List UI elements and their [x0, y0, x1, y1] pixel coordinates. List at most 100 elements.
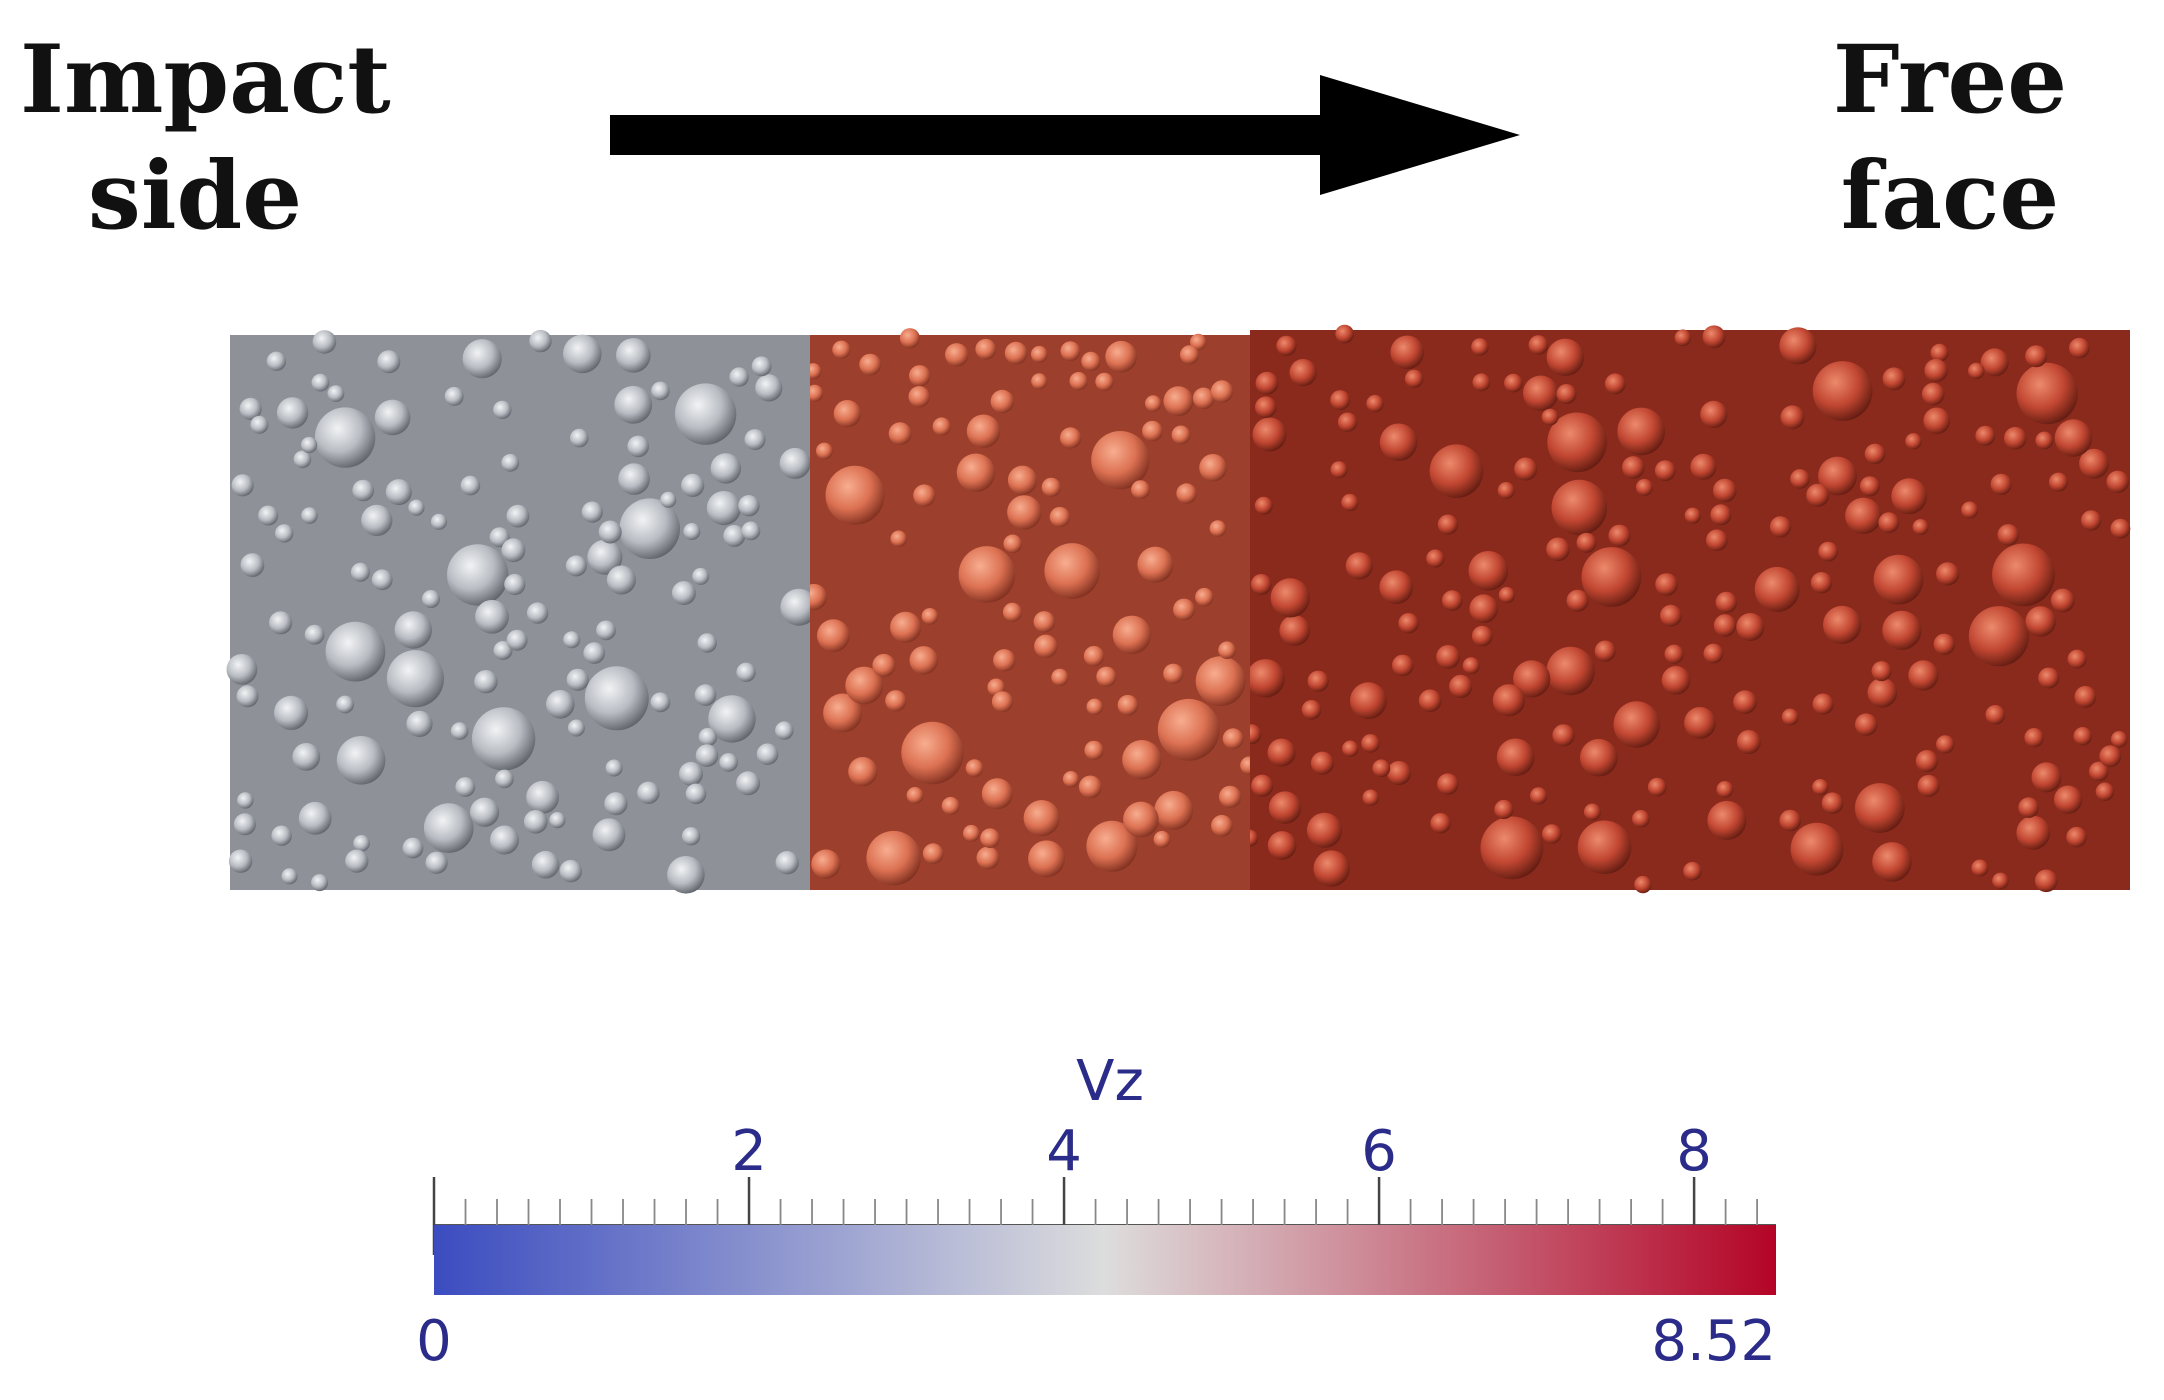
particle	[627, 435, 649, 458]
particle	[2049, 472, 2068, 492]
particle	[1647, 777, 1667, 797]
particle	[293, 450, 312, 469]
particle	[1710, 504, 1732, 526]
particle	[462, 339, 502, 379]
particle	[1171, 425, 1191, 445]
free-face-label: Free face	[1800, 22, 2100, 254]
particle	[258, 505, 279, 526]
particle	[976, 846, 1000, 870]
particle	[327, 385, 345, 402]
particle	[1480, 816, 1544, 880]
particle	[298, 801, 332, 835]
particle	[605, 759, 623, 777]
particle	[1867, 677, 1898, 708]
particle	[385, 479, 412, 506]
particle	[1341, 493, 1359, 512]
colorbar-max-label: 8.52	[1651, 1309, 1776, 1374]
particle	[833, 400, 861, 428]
particle	[1810, 572, 1833, 594]
particle	[1154, 790, 1194, 830]
particle	[474, 670, 498, 694]
particle	[1683, 861, 1702, 881]
particle	[1504, 373, 1523, 393]
particle	[1769, 516, 1792, 538]
particle	[336, 736, 386, 785]
particle	[1806, 483, 1830, 507]
particle	[1442, 590, 1463, 611]
particle	[1250, 574, 1272, 595]
particle	[1250, 829, 1259, 847]
particle	[1556, 384, 1577, 404]
particle	[1980, 348, 2009, 377]
particle	[1581, 547, 1642, 607]
particle	[650, 692, 671, 713]
particle	[1044, 543, 1100, 599]
particle	[1252, 417, 1287, 452]
particle	[2066, 826, 2087, 848]
particle	[1891, 478, 1928, 515]
particle	[736, 771, 761, 796]
particle	[475, 599, 509, 634]
particle	[231, 474, 254, 497]
particle	[810, 384, 824, 402]
particle	[1577, 820, 1632, 875]
particle	[980, 828, 1000, 848]
particle	[2079, 448, 2109, 479]
particle	[1123, 801, 1159, 838]
particle	[1276, 335, 1297, 356]
particle	[932, 417, 951, 436]
particle	[1350, 682, 1387, 720]
particle	[1790, 469, 1810, 489]
particle	[1781, 708, 1799, 726]
particle	[681, 827, 701, 846]
particle	[1552, 724, 1575, 747]
particle	[1715, 591, 1738, 614]
particle	[845, 666, 884, 705]
particle	[1218, 641, 1236, 659]
particle	[1674, 329, 1692, 347]
particle	[1195, 656, 1246, 706]
particle	[1968, 362, 1985, 380]
particle	[236, 685, 259, 708]
particle	[1002, 602, 1022, 622]
particle	[1961, 501, 1979, 519]
particle	[751, 356, 772, 377]
particle	[1069, 372, 1088, 391]
particle	[1706, 529, 1728, 551]
particle	[681, 473, 705, 497]
particle	[274, 695, 309, 730]
particle	[1472, 373, 1491, 392]
particle	[402, 837, 424, 859]
particle	[1404, 369, 1424, 388]
particle	[1514, 457, 1538, 481]
particle	[710, 453, 741, 484]
particle	[1733, 690, 1757, 714]
particle	[1494, 799, 1514, 820]
particle	[1267, 738, 1296, 767]
particle	[909, 646, 938, 675]
particle	[377, 350, 401, 374]
particle	[1398, 613, 1419, 634]
particle	[523, 810, 548, 834]
particle	[637, 781, 660, 804]
particle	[1180, 345, 1199, 365]
particle	[1812, 361, 1873, 421]
particle	[1580, 738, 1618, 777]
particle	[1030, 345, 1048, 363]
particle	[311, 373, 330, 392]
particle	[1078, 775, 1102, 799]
colorbar-tick-label: 4	[1046, 1119, 1082, 1184]
particle	[2016, 362, 2078, 425]
particle	[1754, 566, 1800, 612]
particle	[2089, 761, 2109, 782]
particle	[1703, 643, 1724, 664]
particle	[619, 498, 680, 559]
particle	[549, 812, 566, 829]
particle	[1342, 740, 1359, 757]
particle	[1270, 578, 1310, 618]
particle	[1289, 359, 1317, 387]
particle	[1361, 734, 1380, 753]
particle	[1528, 335, 1549, 355]
particle	[775, 851, 799, 875]
particle	[2034, 869, 2058, 893]
